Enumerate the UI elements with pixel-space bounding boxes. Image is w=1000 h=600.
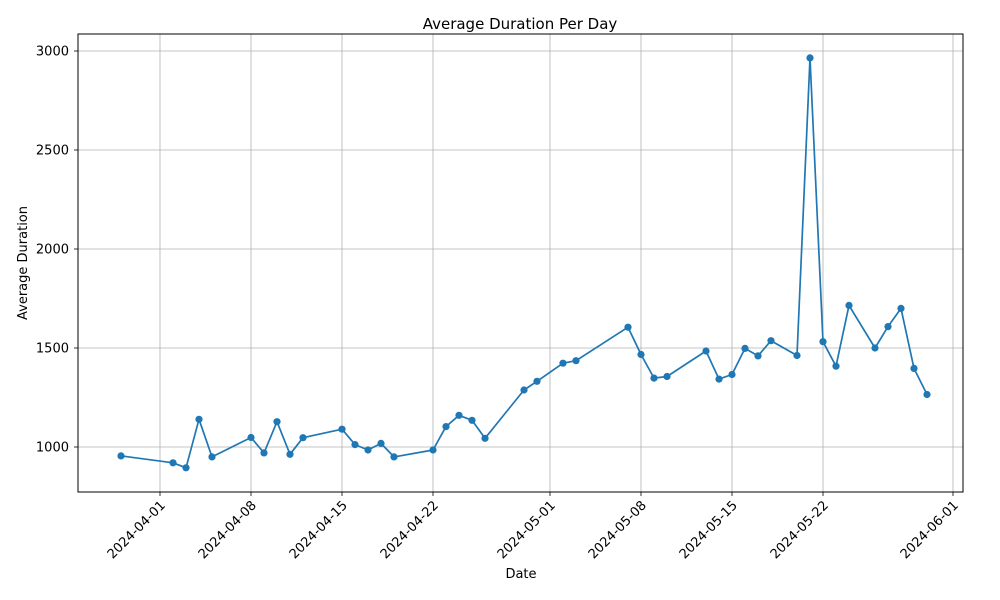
data-point (533, 377, 541, 385)
data-point (377, 439, 385, 447)
plot-border (77, 33, 964, 493)
data-point (702, 347, 710, 355)
data-point (806, 54, 814, 62)
data-point (429, 446, 437, 454)
series-layer (117, 54, 931, 472)
data-point (832, 362, 840, 370)
data-point (637, 350, 645, 359)
data-point (364, 446, 372, 454)
y-tick-label: 2000 (36, 243, 69, 258)
data-point (351, 441, 359, 449)
data-point (520, 386, 528, 394)
y-tick-label: 1500 (36, 342, 69, 357)
data-point (338, 425, 346, 433)
chart-title: Average Duration Per Day (423, 15, 618, 33)
data-point (468, 416, 476, 424)
data-point (182, 464, 190, 472)
data-point (663, 372, 671, 381)
data-point (819, 338, 827, 346)
data-point (624, 323, 632, 331)
data-point (923, 390, 931, 399)
y-tick-label: 1000 (36, 441, 69, 456)
data-point (169, 459, 177, 467)
y-axis-label: Average Duration (16, 206, 31, 320)
data-point (208, 453, 216, 461)
data-point (767, 337, 775, 345)
y-tick-label: 3000 (36, 45, 69, 60)
x-axis-label: Date (505, 567, 536, 582)
data-point (260, 449, 268, 457)
data-point (299, 434, 307, 442)
data-point (650, 374, 658, 382)
data-point (286, 450, 294, 458)
data-point (715, 375, 723, 383)
data-point (273, 418, 281, 426)
data-point (910, 364, 918, 372)
data-point (572, 357, 580, 365)
data-point (897, 304, 905, 312)
data-point (845, 301, 853, 309)
series-line (120, 57, 928, 469)
data-point (559, 359, 567, 367)
data-point (442, 423, 450, 431)
data-point (481, 434, 489, 442)
data-point (117, 452, 125, 460)
y-tick-label: 2500 (36, 144, 69, 159)
data-point (247, 433, 255, 442)
data-point (390, 453, 398, 461)
data-point (871, 344, 879, 352)
data-point (741, 344, 749, 352)
data-point (195, 415, 203, 423)
data-point (455, 411, 463, 419)
data-point (793, 351, 801, 360)
data-point (754, 352, 762, 360)
grid-layer (78, 34, 963, 492)
data-point (728, 370, 736, 379)
data-point (884, 323, 892, 331)
